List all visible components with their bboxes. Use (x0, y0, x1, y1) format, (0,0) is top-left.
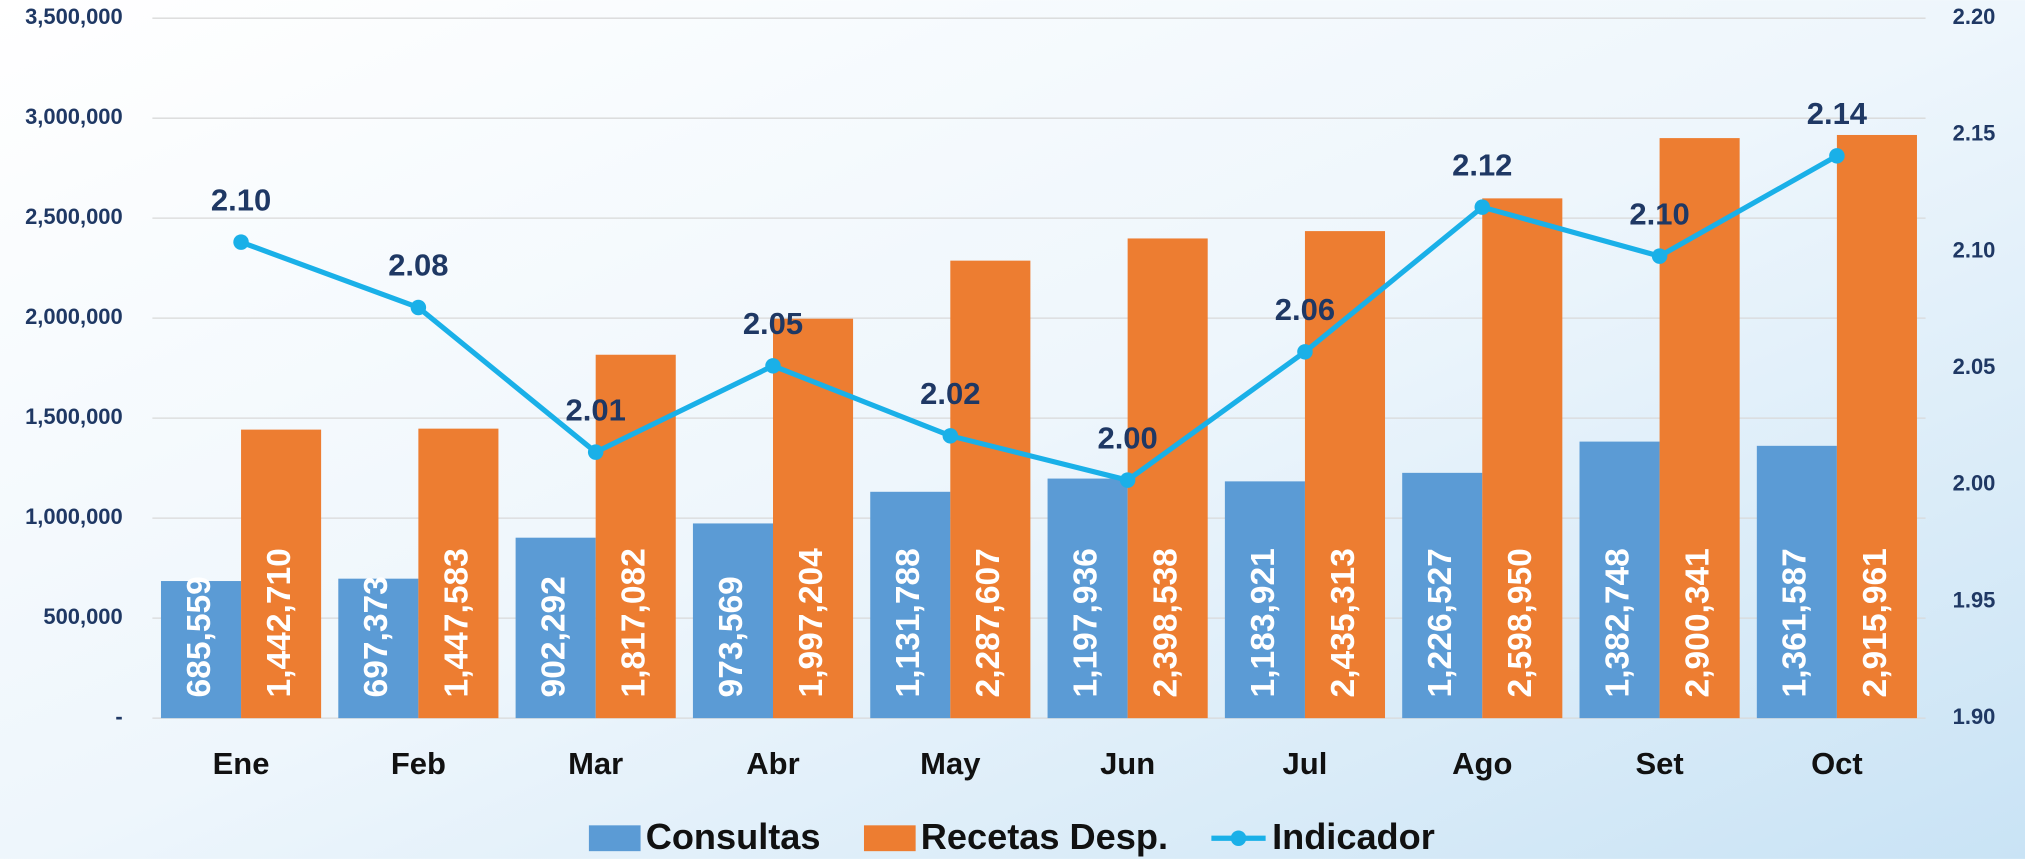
x-tick-label: Set (1635, 746, 1683, 781)
indicator-value-label: 2.02 (920, 376, 980, 411)
bar (1579, 441, 1660, 719)
y-tick-label: 3,000,000 (25, 104, 123, 129)
x-tick-label: Abr (746, 746, 799, 781)
indicator-line (240, 153, 1839, 483)
bar-value-label: 2,398,538 (1148, 548, 1185, 697)
y-tick-label: 500,000 (43, 604, 122, 629)
bar-value-label: 2,287,607 (970, 548, 1007, 697)
legend-label: Indicador (1272, 816, 1435, 857)
x-tick-label: Oct (1811, 746, 1863, 781)
bar-value-label: 1,226,527 (1422, 548, 1459, 697)
bar (1402, 472, 1483, 719)
y-tick-label: 2,500,000 (25, 204, 123, 229)
bar (772, 318, 854, 719)
bar (1482, 198, 1563, 719)
y2-tick-label: 1.90 (1953, 704, 1996, 729)
bar (515, 537, 596, 719)
y2-tick-label: 2.15 (1953, 121, 1996, 146)
indicator-point (1297, 344, 1313, 360)
indicator-point (1119, 472, 1136, 488)
legend-label: Consultas (646, 816, 821, 857)
bar (338, 578, 419, 719)
y-tick-label: 1,000,000 (25, 504, 123, 529)
indicator-point (1651, 248, 1668, 264)
bar-value-label: 2,435,313 (1325, 548, 1362, 697)
y2-tick-label: 2.20 (1953, 4, 1996, 29)
bar-value-label: 1,382,748 (1599, 548, 1636, 697)
bar-value-label: 685,559 (181, 576, 218, 697)
indicator-point (1829, 148, 1845, 164)
bar-value-label: 2,598,950 (1502, 548, 1539, 697)
bar (870, 491, 951, 719)
bar (1127, 238, 1208, 719)
legend-marker (1230, 830, 1247, 846)
x-tick-label: Mar (568, 746, 623, 781)
legend-label: Recetas Desp. (921, 816, 1168, 857)
y2-tick-label: 2.00 (1953, 471, 1996, 496)
legend-swatch (588, 825, 641, 852)
bar-value-label: 697,373 (358, 576, 395, 697)
bar-value-label: 1,197,936 (1067, 548, 1104, 697)
bar (595, 354, 676, 719)
indicator-point (233, 234, 249, 250)
bar (950, 260, 1031, 719)
x-tick-label: Feb (391, 746, 446, 781)
y2-tick-label: 2.05 (1953, 354, 1996, 379)
legend-swatch (863, 825, 916, 852)
y-tick-label: - (115, 704, 122, 729)
bar (1047, 478, 1128, 719)
indicator-point (942, 428, 959, 444)
indicator-value-label: 2.00 (1097, 420, 1157, 455)
bar-value-label: 1,183,921 (1245, 548, 1282, 697)
bar-value-label: 1,997,204 (793, 548, 830, 698)
bar-value-label: 1,817,082 (616, 548, 653, 697)
indicator-point (587, 444, 604, 460)
bar-value-label: 1,361,587 (1777, 548, 1814, 697)
bar-value-label: 973,569 (713, 576, 750, 697)
indicator-value-label: 2.06 (1275, 292, 1335, 327)
indicator-value-label: 2.10 (211, 182, 271, 217)
y-tick-label: 1,500,000 (25, 404, 123, 429)
indicator-value-label: 2.05 (743, 306, 803, 341)
bar (241, 429, 322, 719)
bar-value-label: 1,131,788 (890, 548, 927, 697)
bar-value-label: 1,447,583 (438, 548, 475, 697)
x-tick-label: Jun (1100, 746, 1155, 781)
x-tick-label: Jul (1283, 746, 1328, 781)
bar-value-label: 1,442,710 (261, 548, 298, 697)
x-tick-label: May (920, 746, 981, 781)
bar (1836, 134, 1917, 719)
bar (160, 581, 242, 719)
indicator-point (410, 299, 427, 316)
indicator-point (1474, 199, 1491, 215)
indicator-value-label: 2.12 (1452, 147, 1512, 182)
bar-value-label: 2,900,341 (1679, 548, 1716, 697)
bar (692, 523, 773, 719)
bar (1224, 481, 1305, 719)
bar-value-label: 2,915,961 (1857, 548, 1894, 697)
indicator-value-label: 2.14 (1807, 96, 1868, 131)
y2-tick-label: 1.95 (1953, 587, 1996, 612)
x-tick-label: Ene (213, 746, 270, 781)
indicator-value-label: 2.01 (566, 392, 626, 427)
bar (1304, 231, 1386, 719)
y2-tick-label: 2.10 (1953, 237, 1996, 262)
y-tick-label: 3,500,000 (25, 4, 123, 29)
indicator-value-label: 2.10 (1629, 196, 1689, 231)
bar (418, 428, 499, 719)
indicator-point (765, 358, 781, 374)
bar-value-label: 902,292 (536, 576, 573, 697)
y-tick-label: 2,000,000 (25, 304, 123, 329)
indicator-value-label: 2.08 (388, 248, 448, 283)
bar (1756, 445, 1837, 719)
x-tick-label: Ago (1452, 746, 1512, 781)
